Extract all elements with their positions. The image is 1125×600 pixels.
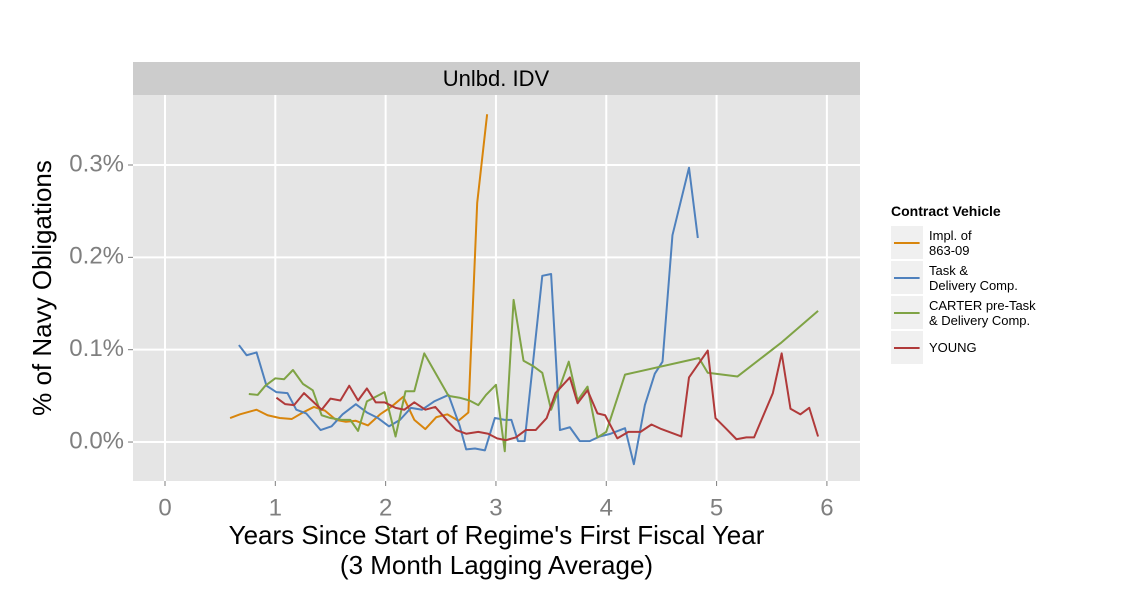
strip — [133, 62, 860, 95]
y-tick-label: 0.1% — [69, 335, 124, 362]
y-tick-label: 0.3% — [69, 150, 124, 177]
legend-item: CARTER pre-Task & Delivery Comp. — [891, 295, 1036, 330]
legend-item: Impl. of 863-09 — [891, 225, 1036, 260]
legend-label: YOUNG — [929, 340, 977, 355]
legend-title: Contract Vehicle — [891, 203, 1001, 219]
legend-label: Task & Delivery Comp. — [929, 262, 1018, 293]
y-tick-label: 0.0% — [69, 427, 124, 454]
legend-key — [891, 261, 923, 294]
x-tick-label: 2 — [379, 494, 392, 521]
x-axis-title: Years Since Start of Regime's First Fisc… — [228, 520, 765, 580]
x-tick-label: 1 — [269, 494, 282, 521]
legend-label: Impl. of 863-09 — [929, 227, 972, 258]
series-line — [248, 298, 819, 453]
legend-item: YOUNG — [891, 330, 1036, 365]
strip-label: Unlbd. IDV — [443, 66, 550, 91]
legend-key — [891, 226, 923, 259]
x-tick-label: 4 — [600, 494, 613, 521]
y-axis-title: % of Navy Obligations — [27, 160, 57, 416]
legend-key — [891, 296, 923, 329]
x-tick-label: 6 — [820, 494, 833, 521]
x-tick-label: 0 — [158, 494, 171, 521]
series-line — [275, 349, 820, 442]
series-line — [238, 166, 699, 466]
legend-item: Task & Delivery Comp. — [891, 260, 1036, 295]
y-tick-label: 0.2% — [69, 243, 124, 270]
x-tick-label: 5 — [710, 494, 723, 521]
series-line — [229, 114, 489, 431]
legend-key — [891, 331, 923, 364]
x-tick-label: 3 — [489, 494, 502, 521]
legend: Contract Vehicle Impl. of 863-09 Task & D… — [891, 203, 1036, 365]
legend-label: CARTER pre-Task & Delivery Comp. — [929, 297, 1036, 328]
